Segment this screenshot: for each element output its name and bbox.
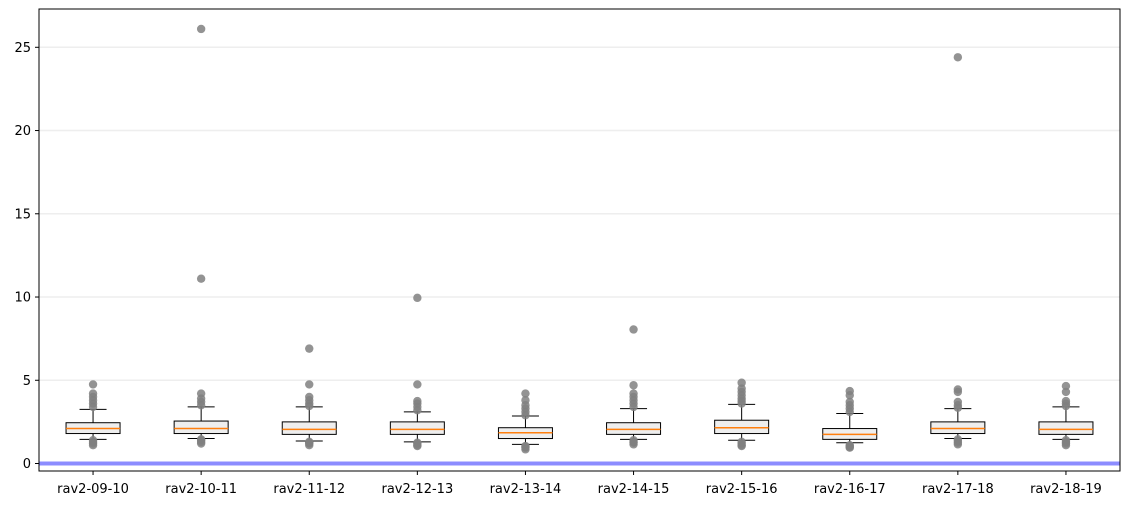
outlier-point <box>737 437 746 447</box>
outlier-point <box>953 435 963 444</box>
y-tick-label: 15 <box>14 207 31 222</box>
outlier-point <box>196 389 206 398</box>
boxes <box>65 24 1094 454</box>
x-tick-label: rav2-14-15 <box>598 482 670 497</box>
outlier-point <box>413 293 422 303</box>
iqr-box <box>173 420 229 435</box>
outlier-point <box>1061 436 1071 445</box>
iqr-box <box>930 421 986 435</box>
box-rav2-10-11 <box>173 24 229 448</box>
outlier-point <box>953 53 963 62</box>
x-tick-label: rav2-11-12 <box>273 482 345 497</box>
outlier-point <box>196 24 206 34</box>
iqr-box <box>389 421 445 435</box>
outlier-point <box>521 389 530 398</box>
outlier-point <box>305 392 314 402</box>
outlier-point <box>1061 387 1071 397</box>
y-tick-label: 0 <box>23 457 31 472</box>
outlier-point <box>413 396 422 406</box>
outlier-point <box>737 384 746 393</box>
iqr-box <box>606 422 662 435</box>
outlier-point <box>196 274 206 283</box>
box-rav2-11-12 <box>281 344 337 450</box>
x-tick-label: rav2-13-14 <box>490 482 562 497</box>
outlier-point <box>737 378 746 387</box>
x-tick-label: rav2-12-13 <box>381 482 453 497</box>
x-tick-label: rav2-16-17 <box>814 482 886 497</box>
outlier-point <box>1061 396 1071 406</box>
y-tick-label: 10 <box>14 291 31 306</box>
outlier-point <box>521 396 530 405</box>
box-rav2-12-13 <box>389 293 445 451</box>
x-tick-label: rav2-09-10 <box>57 482 129 497</box>
x-axis: rav2-09-10 rav2-10-11 rav2-11-12 rav2-12-13… <box>57 471 1102 497</box>
y-tick-label: 5 <box>23 374 31 389</box>
plot-frame <box>38 8 1121 472</box>
box-rav2-17-18 <box>930 53 986 449</box>
x-tick-label: rav2-18-19 <box>1030 482 1102 497</box>
grid-lines <box>39 46 1120 382</box>
outlier-point <box>88 436 98 445</box>
outlier-point <box>845 397 854 407</box>
outlier-point <box>629 325 638 334</box>
x-tick-label: rav2-17-18 <box>922 482 994 497</box>
outlier-point <box>629 389 638 398</box>
box-rav2-16-17 <box>822 386 878 452</box>
outlier-point <box>88 380 98 389</box>
y-tick-label: 25 <box>14 41 31 56</box>
box-rav2-09-10 <box>65 380 121 450</box>
outlier-point <box>521 441 530 451</box>
outlier-point <box>629 381 638 390</box>
outlier-point <box>629 436 638 445</box>
x-tick-label: rav2-15-16 <box>706 482 778 497</box>
y-tick-label: 20 <box>14 124 31 139</box>
outlier-point <box>88 389 98 398</box>
outlier-point <box>196 435 206 444</box>
outlier-point <box>845 440 854 450</box>
x-tick-label: rav2-10-11 <box>165 482 237 497</box>
outlier-point <box>845 386 854 396</box>
outlier-point <box>953 397 963 407</box>
box-rav2-18-19 <box>1038 381 1094 450</box>
outlier-point <box>305 344 314 353</box>
iqr-box <box>281 421 337 435</box>
box-rav2-14-15 <box>606 325 662 449</box>
outlier-point <box>1061 381 1071 391</box>
iqr-box <box>714 419 770 435</box>
outlier-point <box>305 437 314 447</box>
iqr-box <box>1038 421 1094 435</box>
outlier-point <box>413 438 422 447</box>
outlier-point <box>413 380 422 389</box>
outlier-point <box>953 385 963 394</box>
plot-background <box>39 9 1120 471</box>
outlier-point <box>305 380 314 389</box>
box-rav2-15-16 <box>714 378 770 451</box>
y-axis: 0 5 10 15 20 25 <box>14 41 39 472</box>
box-rav2-13-14 <box>497 389 553 454</box>
